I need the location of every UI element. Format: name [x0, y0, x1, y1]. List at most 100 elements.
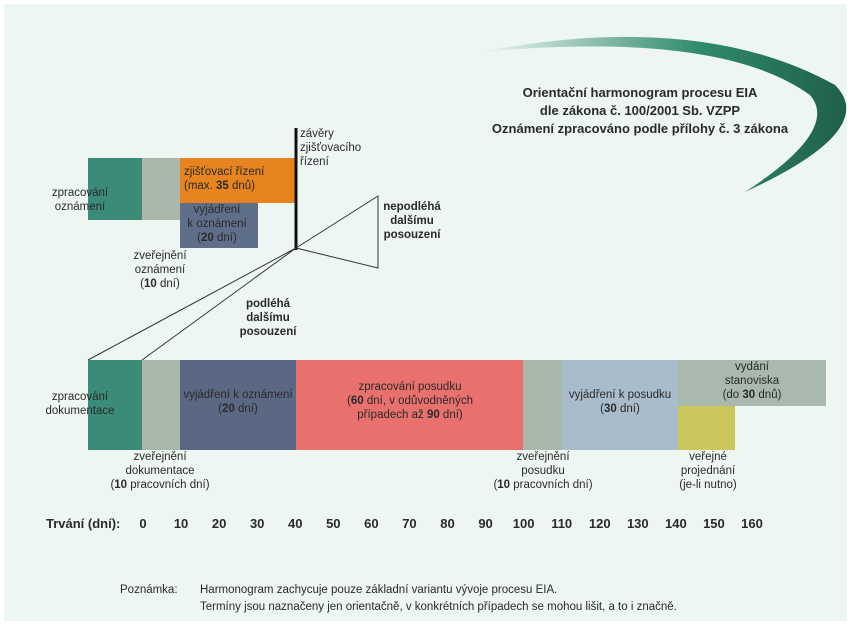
label-text: 10 — [144, 278, 157, 290]
tick-label: 20 — [212, 516, 226, 531]
label-line: případech až 90 dní) — [357, 409, 463, 421]
label: podléhá dalšímu posouzení — [240, 298, 298, 338]
label-text: zpracování — [52, 391, 109, 403]
label-text: zjišťovacího — [300, 142, 361, 154]
label-line: dalšímu — [390, 215, 433, 227]
label-text: dalšímu — [390, 215, 433, 227]
label-text: 10 — [114, 479, 127, 491]
label-line: zveřejnění — [133, 451, 187, 463]
label-text: 20 — [201, 232, 214, 244]
label-text: oznámení — [55, 201, 106, 213]
label-line: (60 dní, v odůvodněných — [347, 395, 473, 407]
label-line: řízení — [300, 156, 330, 168]
label-text: pracovních dní) — [510, 479, 593, 491]
label-text: 20 — [222, 403, 235, 415]
label-text: k oznámení — [187, 218, 247, 230]
label-line: dalšímu — [246, 312, 289, 324]
label-line: (10 dní) — [140, 278, 180, 290]
label-line: posouzení — [240, 326, 298, 338]
label-text: projednání — [681, 465, 736, 477]
tick-label: 0 — [139, 516, 146, 531]
label-line: oznámení — [55, 201, 106, 213]
label-line: zpracování posudku — [359, 381, 462, 393]
label-text: dokumentace — [125, 465, 194, 477]
label-text: zveřejnění — [133, 250, 187, 262]
label-line: (je-li nutno) — [679, 479, 737, 491]
label-line: (20 dní) — [197, 232, 237, 244]
page: Orientační harmonogram procesu EIAdle zá… — [0, 0, 851, 625]
label-text: dokumentace — [45, 405, 114, 417]
label-line: (10 pracovních dní) — [110, 479, 209, 491]
label-line: zpracování — [52, 391, 109, 403]
label-line: zpracování — [52, 187, 109, 199]
bar — [678, 406, 735, 450]
label-line: podléhá — [246, 298, 291, 310]
tick-label: 100 — [513, 516, 535, 531]
label-text: dalšímu — [246, 312, 289, 324]
label-text: 35 — [216, 180, 229, 192]
label-text: dní, v odůvodněných — [364, 395, 473, 407]
label-text: 30 — [604, 403, 617, 415]
label: zpracování posudku (60 dní, v odůvodněnýc… — [347, 381, 473, 421]
label-text: vyjádření k oznámení — [183, 389, 293, 401]
label-text: posouzení — [384, 229, 442, 241]
label-line: vydání — [735, 361, 770, 373]
label-line: veřejné — [689, 451, 727, 463]
note-line: Harmonogram zachycuje pouze základní var… — [200, 584, 557, 596]
label-text: závěry — [300, 128, 334, 140]
tick-label: 80 — [440, 516, 454, 531]
label-text: vyjádření — [194, 204, 241, 216]
label-text: dnů) — [755, 389, 781, 401]
label-text: (max. — [184, 180, 216, 192]
title-line: Oznámení zpracováno podle přílohy č. 3 z… — [492, 121, 789, 136]
label-line: vyjádření — [194, 204, 241, 216]
label-line: dokumentace — [125, 465, 194, 477]
label-text: oznámení — [135, 264, 186, 276]
label-line: zveřejnění — [133, 250, 187, 262]
label-text: 10 — [497, 479, 510, 491]
label-line: projednání — [681, 465, 736, 477]
tick-label: 160 — [741, 516, 763, 531]
label: zveřejnění oznámení (10 dní) — [133, 250, 187, 290]
label-text: stanoviska — [725, 375, 780, 387]
note-label: Poznámka: — [120, 584, 178, 596]
label-line: (do 30 dnů) — [723, 389, 782, 401]
label-text: 60 — [351, 395, 364, 407]
label-text: dní) — [617, 403, 640, 415]
label-line: stanoviska — [725, 375, 780, 387]
label-line: posouzení — [384, 229, 442, 241]
label-text: nepodléhá — [383, 201, 441, 213]
label-text: zveřejnění — [516, 451, 570, 463]
bar — [523, 360, 562, 450]
tick-label: 30 — [250, 516, 264, 531]
tick-label: 120 — [589, 516, 611, 531]
label-line: (30 dní) — [600, 403, 640, 415]
label-line: vyjádření k posudku — [569, 389, 671, 401]
tick-label: 150 — [703, 516, 725, 531]
tick-label: 50 — [326, 516, 340, 531]
label-text: dní) — [214, 232, 237, 244]
label-line: k oznámení — [187, 218, 247, 230]
label-text: zveřejnění — [133, 451, 187, 463]
label-line: (10 pracovních dní) — [493, 479, 592, 491]
label-text: řízení — [300, 156, 330, 168]
label-text: vyjádření k posudku — [569, 389, 671, 401]
label-line: nepodléhá — [383, 201, 441, 213]
label-line: (20 dní) — [218, 403, 258, 415]
diagram: Orientační harmonogram procesu EIAdle zá… — [0, 0, 851, 625]
tick-label: 40 — [288, 516, 302, 531]
label-line: zjišťovacího — [300, 142, 361, 154]
note-line: Termíny jsou naznačeny jen orientačně, v… — [200, 601, 677, 613]
label-text: dní) — [235, 403, 258, 415]
label-text: dní) — [440, 409, 463, 421]
bar — [142, 360, 180, 450]
label-line: závěry — [300, 128, 334, 140]
label-text: zpracování — [52, 187, 109, 199]
label-text: veřejné — [689, 451, 727, 463]
label-text: zpracování posudku — [359, 381, 462, 393]
label-text: posudku — [521, 465, 564, 477]
tick-label: 130 — [627, 516, 649, 531]
label-text: dní) — [157, 278, 180, 290]
label-text: posouzení — [240, 326, 298, 338]
label-line: zjišťovací řízení — [184, 166, 265, 178]
